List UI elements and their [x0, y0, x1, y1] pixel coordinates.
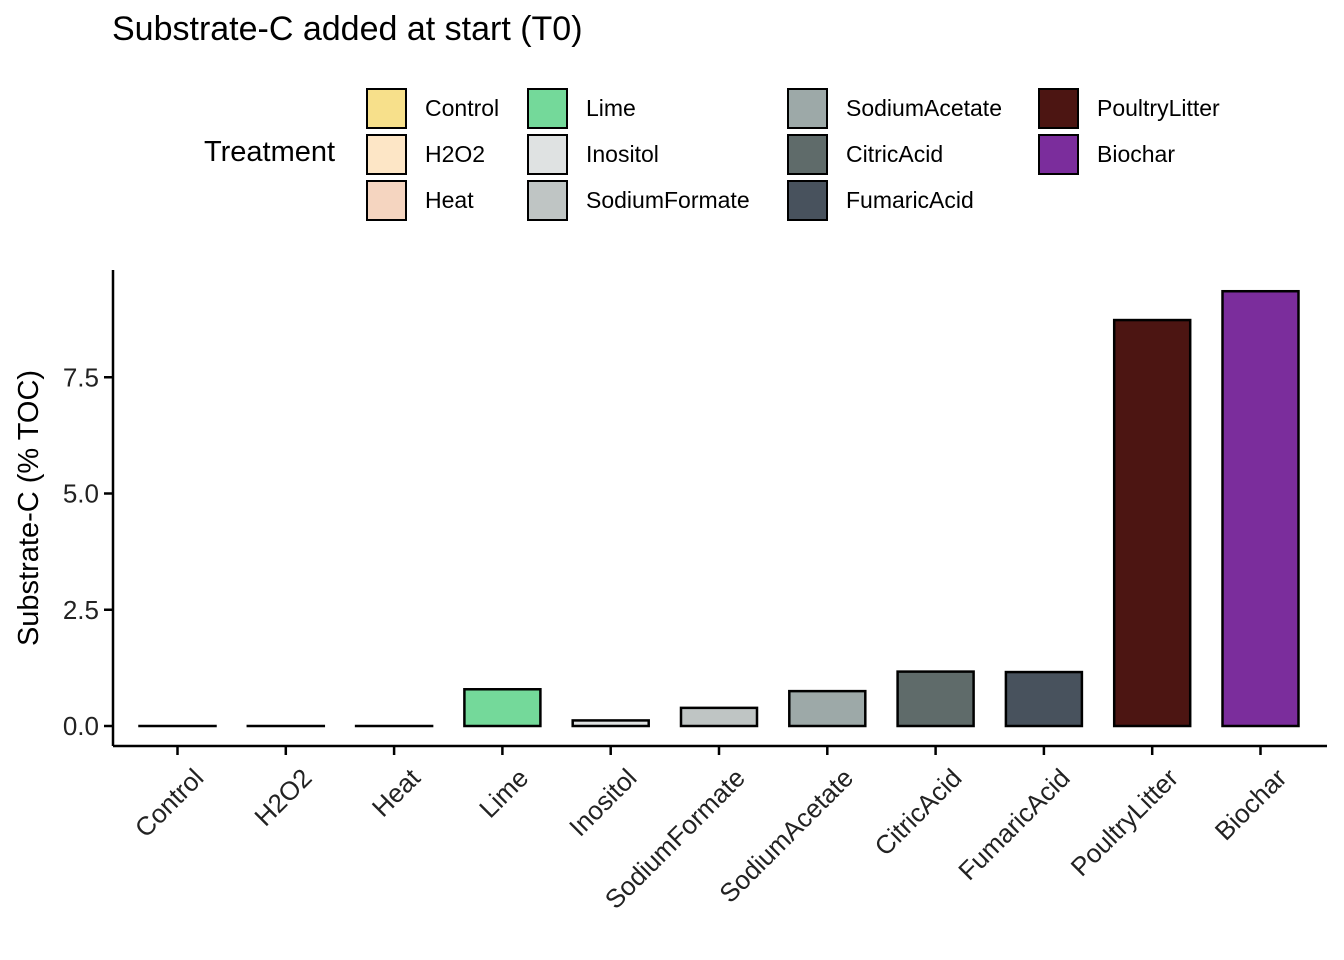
legend-swatch	[366, 87, 407, 129]
x-tick-label: CitricAcid	[869, 763, 968, 862]
y-tick-label: 7.5	[63, 362, 99, 392]
bars-group	[138, 289, 1300, 728]
y-tick-label: 0.0	[63, 711, 99, 741]
legend-label: Lime	[586, 94, 636, 121]
x-tick-label: PoultryLitter	[1065, 762, 1185, 882]
x-tick-label: Heat	[366, 762, 427, 823]
bar-fumaricacid	[1004, 670, 1084, 728]
legend-label: SodiumFormate	[586, 186, 750, 213]
x-tick-label: Control	[129, 763, 209, 843]
legend-item-poultrylitter: PoultryLitter	[1038, 85, 1220, 131]
legend-item-fumaricacid: FumaricAcid	[787, 177, 974, 223]
legend-swatch	[366, 179, 407, 221]
y-tick-label: 2.5	[63, 595, 99, 625]
legend-label: Inositol	[586, 140, 659, 167]
bar-lime	[463, 688, 542, 728]
legend-label: CitricAcid	[846, 140, 944, 167]
x-tick-label: Biochar	[1209, 762, 1293, 846]
legend-swatch	[366, 133, 407, 175]
legend-label: SodiumAcetate	[846, 94, 1002, 121]
bar-biochar	[1221, 289, 1300, 728]
legend-swatch	[787, 179, 828, 221]
legend-label: Biochar	[1097, 140, 1175, 167]
legend-swatch	[527, 133, 568, 175]
legend-item-sodiumacetate: SodiumAcetate	[787, 85, 1002, 131]
bar-citricacid	[896, 670, 975, 728]
x-tick-label: Lime	[473, 763, 534, 824]
legend-label: H2O2	[425, 140, 486, 167]
x-tick-label: H2O2	[248, 763, 317, 832]
legend-item-lime: Lime	[527, 85, 636, 131]
y-axis-label: Substrate-C (% TOC)	[13, 370, 45, 646]
legend-item-citricacid: CitricAcid	[787, 131, 943, 177]
y-tick-label: 5.0	[63, 479, 99, 509]
legend-item-inositol: Inositol	[527, 131, 659, 177]
legend-item-h2o2: H2O2	[366, 131, 485, 177]
legend-label: PoultryLitter	[1097, 94, 1220, 121]
bar-sodiumacetate	[788, 689, 867, 728]
legend-label: Control	[425, 94, 500, 121]
legend-item-control: Control	[366, 85, 499, 131]
bar-poultrylitter	[1112, 318, 1192, 728]
x-tick-label: Inositol	[563, 763, 642, 842]
legend-label: Heat	[425, 186, 474, 213]
bar-sodiumformate	[679, 706, 759, 728]
legend-swatch	[1038, 133, 1079, 175]
legend-item-heat: Heat	[366, 177, 474, 223]
legend-title: Treatment	[204, 136, 336, 168]
chart-title: Substrate-C added at start (T0)	[112, 10, 583, 48]
legend-swatch	[1038, 87, 1079, 129]
legend-swatch	[527, 87, 568, 129]
legend-swatch	[527, 179, 568, 221]
legend-item-biochar: Biochar	[1038, 131, 1175, 177]
legend-swatch	[787, 87, 828, 129]
legend-swatch	[787, 133, 828, 175]
legend-label: FumaricAcid	[846, 186, 974, 213]
x-tick-label: FumaricAcid	[952, 763, 1075, 886]
legend-item-sodiumformate: SodiumFormate	[527, 177, 750, 223]
bar-inositol	[571, 719, 650, 728]
